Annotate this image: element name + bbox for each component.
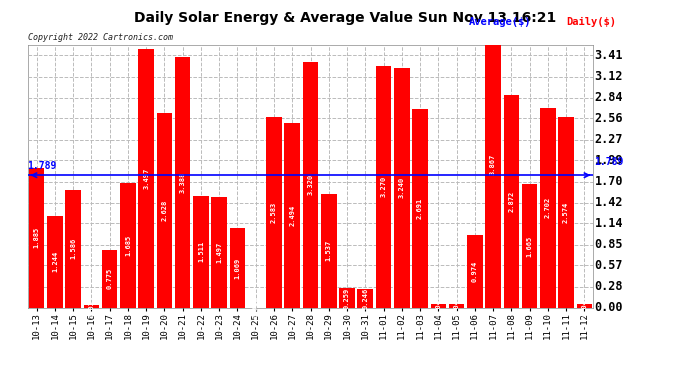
Text: 1.511: 1.511 xyxy=(198,241,204,262)
Text: 2.628: 2.628 xyxy=(161,200,168,221)
Bar xyxy=(157,113,172,308)
Text: 0.974: 0.974 xyxy=(472,261,477,282)
Bar xyxy=(83,305,99,308)
Text: 3.270: 3.270 xyxy=(380,176,386,197)
Bar xyxy=(193,196,209,308)
Bar xyxy=(29,168,44,308)
Text: 2.494: 2.494 xyxy=(289,205,295,226)
Text: 2.583: 2.583 xyxy=(271,201,277,223)
Text: 0.28: 0.28 xyxy=(595,280,623,293)
Text: 1.069: 1.069 xyxy=(235,257,241,279)
Text: 0.259: 0.259 xyxy=(344,287,350,309)
Text: 1.586: 1.586 xyxy=(70,238,76,260)
Bar xyxy=(230,228,245,308)
Bar xyxy=(577,304,592,307)
Bar xyxy=(394,68,410,308)
Text: 1.99: 1.99 xyxy=(595,154,623,167)
Bar xyxy=(175,57,190,308)
Text: 1.42: 1.42 xyxy=(595,196,623,209)
Text: 3.12: 3.12 xyxy=(595,70,623,83)
Text: 0.044: 0.044 xyxy=(453,295,460,316)
Text: 3.41: 3.41 xyxy=(595,49,623,62)
Bar xyxy=(522,184,538,308)
Text: 0.049: 0.049 xyxy=(435,295,442,316)
Text: 1.70: 1.70 xyxy=(595,175,623,188)
Bar xyxy=(66,190,81,308)
Text: 2.691: 2.691 xyxy=(417,197,423,219)
Text: 2.574: 2.574 xyxy=(563,202,569,223)
Bar xyxy=(120,183,136,308)
Text: 1.665: 1.665 xyxy=(526,236,533,256)
Text: Average($): Average($) xyxy=(469,17,532,27)
Bar xyxy=(448,304,464,307)
Text: 0.000: 0.000 xyxy=(253,297,259,318)
Text: Daily Solar Energy & Average Value Sun Nov 13 16:21: Daily Solar Energy & Average Value Sun N… xyxy=(134,11,556,25)
Bar xyxy=(284,123,300,308)
Bar xyxy=(266,117,282,308)
Bar xyxy=(357,289,373,308)
Text: 2.872: 2.872 xyxy=(509,191,514,212)
Bar xyxy=(540,108,555,307)
Text: 3.240: 3.240 xyxy=(399,177,405,198)
Text: 0.775: 0.775 xyxy=(107,268,112,290)
Bar xyxy=(321,194,337,308)
Text: 2.702: 2.702 xyxy=(545,197,551,218)
Text: 1.537: 1.537 xyxy=(326,240,332,261)
Text: 2.84: 2.84 xyxy=(595,91,623,104)
Bar xyxy=(376,66,391,308)
Text: 3.388: 3.388 xyxy=(179,172,186,193)
Text: 1.497: 1.497 xyxy=(216,242,222,263)
Bar xyxy=(211,197,227,308)
Text: 0.00: 0.00 xyxy=(595,301,623,314)
Bar xyxy=(303,62,318,308)
Text: 1.789: 1.789 xyxy=(595,158,624,167)
Bar xyxy=(412,108,428,307)
Text: Daily($): Daily($) xyxy=(566,17,615,27)
Text: 3.867: 3.867 xyxy=(490,154,496,175)
Text: 1.244: 1.244 xyxy=(52,251,58,272)
Text: 0.035: 0.035 xyxy=(88,296,95,317)
Text: Copyright 2022 Cartronics.com: Copyright 2022 Cartronics.com xyxy=(28,33,172,42)
Text: 1.789: 1.789 xyxy=(28,161,57,171)
Text: 0.047: 0.047 xyxy=(581,295,587,316)
Bar xyxy=(467,236,482,308)
Text: 3.497: 3.497 xyxy=(144,168,149,189)
Text: 3.320: 3.320 xyxy=(308,174,313,195)
Text: 1.14: 1.14 xyxy=(595,217,623,230)
Text: 0.57: 0.57 xyxy=(595,259,623,272)
Text: 1.885: 1.885 xyxy=(34,227,40,248)
Bar xyxy=(431,304,446,307)
Text: 0.246: 0.246 xyxy=(362,288,368,309)
Bar xyxy=(485,21,501,307)
Text: 2.56: 2.56 xyxy=(595,112,623,125)
Bar xyxy=(47,216,63,308)
Bar xyxy=(558,117,574,308)
Bar xyxy=(102,250,117,307)
Text: 2.27: 2.27 xyxy=(595,133,623,146)
Text: 1.685: 1.685 xyxy=(125,235,131,256)
Bar xyxy=(339,288,355,308)
Bar xyxy=(139,49,154,308)
Bar xyxy=(504,95,519,308)
Text: 0.85: 0.85 xyxy=(595,238,623,251)
